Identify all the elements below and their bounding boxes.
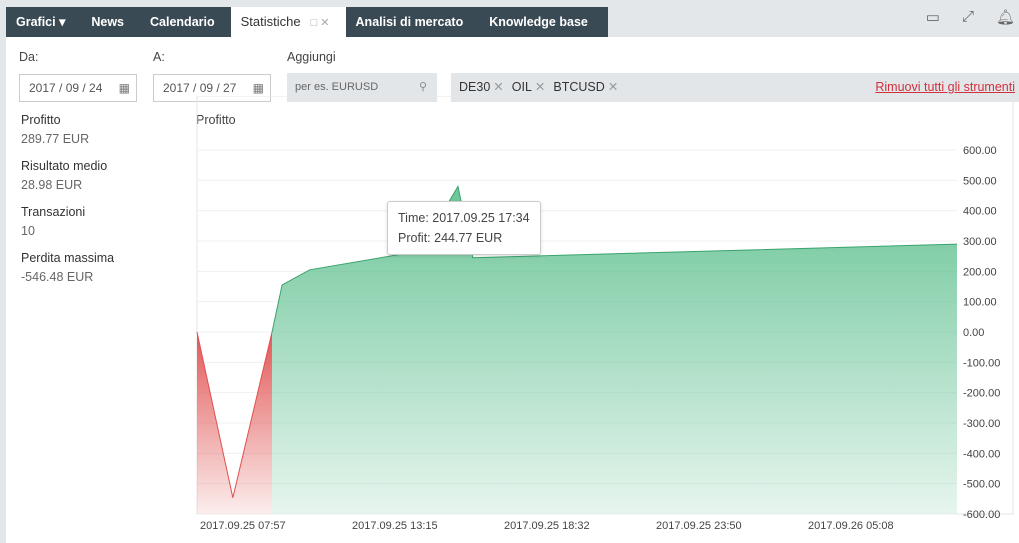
tooltip-profit: Profit: 244.77 EUR bbox=[398, 231, 503, 245]
stat-item: Perdita massima -546.48 EUR bbox=[21, 251, 114, 284]
stat-label: Profitto bbox=[21, 113, 61, 127]
to-label: A: bbox=[153, 50, 165, 64]
x-tick-label: 2017.09.26 05:08 bbox=[808, 520, 894, 532]
y-tick-label: -200.00 bbox=[963, 388, 1000, 400]
profit-chart: 600.00 500.00 400.00 300.00 200.00 100.00 0.00… bbox=[196, 96, 1014, 532]
stat-label: Transazioni bbox=[21, 205, 86, 219]
search-placeholder: per es. EURUSD bbox=[295, 81, 379, 93]
chart-tooltip: Time: 2017.09.25 17:34 Profit: 244.77 EU… bbox=[387, 201, 541, 255]
stat-value: -546.48 EUR bbox=[21, 270, 94, 284]
remove-chip-icon[interactable]: ✕ bbox=[493, 80, 504, 94]
tab-label: News bbox=[91, 15, 125, 29]
tab-label: Grafici ▾ bbox=[16, 15, 66, 29]
calendar-icon[interactable]: ▦ bbox=[252, 81, 264, 95]
from-date-value: 2017 / 09 / 24 bbox=[29, 81, 103, 95]
y-tick-label: 0.00 bbox=[963, 327, 984, 339]
toolbar-icons: ▭ ⤢ 🔔︎ bbox=[926, 8, 1019, 26]
chart-title: Profitto bbox=[196, 113, 236, 127]
x-tick-label: 2017.09.25 23:50 bbox=[656, 520, 742, 532]
stat-value: 289.77 EUR bbox=[21, 132, 90, 146]
tooltip-time: Time: 2017.09.25 17:34 bbox=[398, 211, 530, 225]
chip-label: DE30 bbox=[459, 80, 491, 94]
tab-bar: Grafici ▾ News Calendario Statistiche □ ✕ Ana… bbox=[6, 7, 608, 37]
y-tick-label: 600.00 bbox=[963, 145, 997, 157]
to-date-input[interactable]: 2017 / 09 / 27 ▦ bbox=[153, 74, 271, 102]
instrument-chip: OIL ✕ bbox=[512, 80, 546, 94]
to-date-value: 2017 / 09 / 27 bbox=[163, 81, 237, 95]
stat-label: Risultato medio bbox=[21, 159, 108, 173]
y-tick-label: -300.00 bbox=[963, 418, 1000, 430]
x-tick-label: 2017.09.25 13:15 bbox=[352, 520, 438, 532]
y-tick-label: -600.00 bbox=[963, 509, 1000, 521]
tab-label: Knowledge base bbox=[489, 15, 588, 29]
tab-analisi-di-mercato[interactable]: Analisi di mercato bbox=[346, 7, 480, 37]
instrument-chips: DE30 ✕ OIL ✕ BTCUSD ✕ Rimuovi tutti gli strum… bbox=[451, 73, 1019, 102]
tab-label: Calendario bbox=[150, 15, 215, 29]
y-tick-label: 500.00 bbox=[963, 175, 997, 187]
chip-label: BTCUSD bbox=[553, 80, 605, 94]
remove-chip-icon[interactable]: ✕ bbox=[607, 80, 619, 94]
instrument-search-input[interactable]: per es. EURUSD ⚲ bbox=[287, 73, 437, 102]
layout-icon[interactable]: ▭ bbox=[925, 9, 940, 26]
remove-all-link[interactable]: Rimuovi tutti gli strumenti bbox=[875, 80, 1015, 94]
tab-grafici[interactable]: Grafici ▾ bbox=[6, 7, 81, 37]
search-icon[interactable]: ⚲ bbox=[418, 81, 427, 93]
profit-area bbox=[272, 186, 957, 514]
y-tick-label: 200.00 bbox=[963, 266, 997, 278]
y-tick-label: -100.00 bbox=[963, 357, 1000, 369]
y-tick-label: -500.00 bbox=[963, 479, 1000, 491]
y-tick-label: 300.00 bbox=[963, 236, 997, 248]
stat-value: 28.98 EUR bbox=[21, 178, 83, 192]
bell-icon[interactable]: 🔔︎ bbox=[995, 9, 1015, 26]
tab-calendario[interactable]: Calendario bbox=[140, 7, 231, 37]
calendar-icon[interactable]: ▦ bbox=[118, 81, 130, 95]
chip-label: OIL bbox=[511, 80, 532, 94]
from-date-input[interactable]: 2017 / 09 / 24 ▦ bbox=[19, 74, 137, 102]
loss-line bbox=[196, 331, 273, 498]
stat-item: Profitto 289.77 EUR bbox=[21, 113, 89, 146]
tab-label: Statistiche bbox=[240, 14, 301, 29]
add-label: Aggiungi bbox=[287, 50, 336, 64]
loss-area bbox=[197, 332, 273, 514]
y-tick-label: 100.00 bbox=[963, 297, 997, 309]
instrument-chip: DE30 ✕ bbox=[459, 80, 504, 94]
instrument-chip: BTCUSD ✕ bbox=[553, 80, 618, 94]
stat-item: Risultato medio 28.98 EUR bbox=[21, 159, 107, 192]
x-tick-label: 2017.09.25 18:32 bbox=[504, 520, 590, 532]
from-label: Da: bbox=[19, 50, 39, 64]
tab-news[interactable]: News bbox=[81, 7, 140, 37]
tab-close-icon[interactable]: □ ✕ bbox=[310, 17, 330, 29]
x-tick-label: 2017.09.25 07:57 bbox=[200, 520, 286, 532]
fullscreen-icon[interactable]: ⤢ bbox=[961, 8, 974, 25]
stat-label: Perdita massima bbox=[21, 251, 115, 265]
stat-value: 10 bbox=[21, 224, 35, 238]
y-tick-label: 400.00 bbox=[963, 206, 997, 218]
stat-item: Transazioni 10 bbox=[21, 205, 85, 238]
tab-knowledge-base[interactable]: Knowledge base bbox=[479, 7, 604, 37]
remove-chip-icon[interactable]: ✕ bbox=[534, 80, 546, 94]
tab-statistiche[interactable]: Statistiche □ ✕ bbox=[230, 7, 346, 37]
tab-label: Analisi di mercato bbox=[355, 15, 464, 29]
y-tick-label: -400.00 bbox=[963, 448, 1000, 460]
